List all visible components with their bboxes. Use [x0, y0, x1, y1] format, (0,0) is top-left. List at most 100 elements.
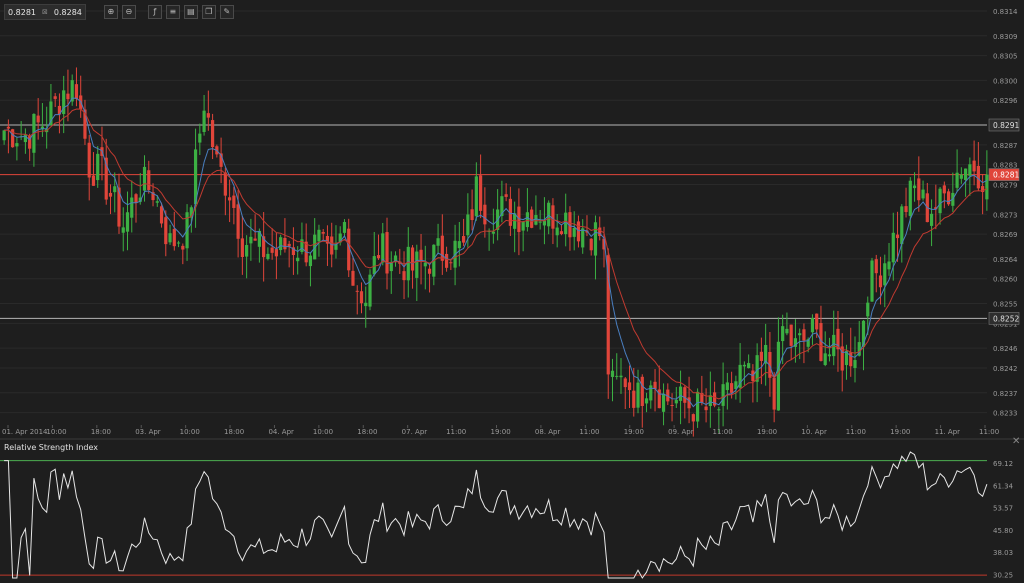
- candle-body: [376, 255, 381, 259]
- candle-body: [929, 213, 934, 226]
- candle-body: [704, 406, 708, 411]
- candle-body: [819, 323, 823, 361]
- candle-body: [606, 255, 610, 375]
- candle-body: [572, 228, 576, 237]
- candle-body: [712, 392, 717, 406]
- candle-body: [564, 212, 568, 235]
- candle-body: [87, 142, 91, 178]
- candle-body: [117, 187, 121, 227]
- rsi-line: [4, 451, 988, 579]
- candle-body: [479, 175, 483, 211]
- candle-body: [279, 237, 283, 251]
- candle-body: [827, 354, 832, 357]
- candle-body: [964, 168, 968, 181]
- candle-body: [959, 174, 963, 179]
- candle-body: [11, 129, 15, 148]
- candle-body: [449, 262, 453, 264]
- rsi-title: Relative Strength Index: [4, 443, 98, 452]
- candle-body: [202, 110, 206, 132]
- candle-body: [253, 238, 257, 241]
- candle-body: [610, 370, 615, 377]
- template-icon[interactable]: ▤: [183, 5, 198, 19]
- rsi-tick-label: 69.12: [993, 460, 1013, 468]
- candle-body: [415, 251, 419, 278]
- candle-body: [725, 382, 729, 391]
- candle-body: [738, 364, 742, 388]
- candle-body: [470, 209, 474, 221]
- close-rsi-icon[interactable]: ✕: [1012, 436, 1021, 447]
- candle-body: [406, 246, 410, 281]
- time-tick-label: 01. Apr 2014: [2, 428, 48, 436]
- candle-body: [287, 243, 291, 247]
- time-tick-label: 18:00: [224, 428, 244, 436]
- candle-body: [670, 405, 674, 407]
- candle-body: [291, 247, 296, 256]
- candle-body: [538, 221, 542, 223]
- candle-body: [802, 329, 806, 341]
- quote-box[interactable]: 0.8281 ⊠ 0.8284: [4, 4, 86, 20]
- price-tag-resistance: 0.8291: [993, 121, 1019, 130]
- candle-body: [759, 351, 763, 361]
- candle-body: [721, 384, 725, 406]
- copy-icon[interactable]: ❐: [201, 5, 216, 19]
- price-tick-label: 0.8273: [993, 211, 1018, 219]
- candle-body: [623, 378, 627, 388]
- candle-body: [657, 389, 661, 409]
- price-tick-label: 0.8242: [993, 365, 1018, 373]
- candle-body: [151, 192, 155, 201]
- price-tick-label: 0.8283: [993, 162, 1018, 170]
- candle-body: [142, 166, 147, 191]
- candle-body: [28, 136, 32, 149]
- price-tick-label: 0.8296: [993, 97, 1018, 105]
- candle-body: [159, 206, 164, 224]
- candle-body: [338, 233, 342, 243]
- candle-body: [359, 291, 364, 304]
- candle-body: [883, 263, 887, 286]
- candle-body: [40, 126, 45, 130]
- zoom-in-icon[interactable]: ⊕: [103, 5, 118, 19]
- candle-body: [232, 195, 236, 208]
- candle-body: [589, 238, 593, 251]
- candle-body: [568, 212, 572, 238]
- candle-body: [457, 241, 461, 249]
- candle-body: [985, 174, 989, 200]
- indicator-icon[interactable]: ƒ: [147, 5, 162, 19]
- candle-body: [423, 262, 427, 267]
- time-tick-label: 10:00: [180, 428, 200, 436]
- time-tick-label: 19:00: [491, 428, 511, 436]
- candle-body: [219, 153, 223, 167]
- settings-icon[interactable]: ≡: [165, 5, 180, 19]
- candle-body: [810, 318, 815, 333]
- candle-body: [653, 381, 657, 389]
- candle-body: [678, 386, 683, 401]
- candle-body: [436, 238, 440, 246]
- candle-body: [785, 328, 789, 334]
- price-tick-label: 0.8279: [993, 182, 1018, 190]
- candle-body: [717, 409, 721, 411]
- time-tick-label: 08. Apr: [535, 428, 561, 436]
- draw-icon[interactable]: ✎: [219, 5, 234, 19]
- candle-body: [619, 375, 623, 378]
- candle-body: [466, 214, 470, 236]
- price-tag-support: 0.8252: [993, 314, 1019, 323]
- candle-body: [593, 222, 598, 256]
- candle-body: [636, 382, 640, 408]
- zoom-out-icon[interactable]: ⊖: [121, 5, 136, 19]
- rsi-tick-label: 30.25: [993, 571, 1013, 579]
- candle-body: [798, 333, 802, 336]
- candle-body: [946, 191, 951, 205]
- candle-body: [781, 326, 785, 342]
- candle-body: [917, 178, 921, 201]
- price-tick-label: 0.8246: [993, 345, 1018, 353]
- price-tick-label: 0.8305: [993, 53, 1018, 61]
- candle-body: [776, 341, 781, 411]
- candle-body: [398, 261, 402, 264]
- candle-body: [866, 302, 870, 317]
- time-tick-label: 11:00: [579, 428, 599, 436]
- candle-body: [2, 130, 6, 141]
- candle-body: [172, 228, 176, 247]
- candle-body: [74, 84, 79, 99]
- candle-body: [908, 180, 912, 216]
- price-tags: 0.8291 0.8281 0.8252: [988, 118, 1019, 325]
